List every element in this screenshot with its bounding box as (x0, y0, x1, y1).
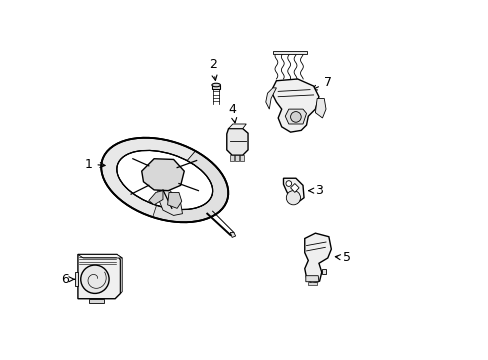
Circle shape (290, 112, 301, 122)
Ellipse shape (286, 191, 300, 205)
Polygon shape (78, 255, 120, 299)
Polygon shape (88, 299, 104, 303)
Polygon shape (290, 184, 299, 192)
Polygon shape (285, 109, 306, 124)
Text: 4: 4 (228, 103, 236, 123)
Polygon shape (152, 151, 228, 222)
Polygon shape (304, 233, 331, 284)
Text: 2: 2 (208, 58, 217, 80)
Polygon shape (148, 191, 163, 205)
Polygon shape (272, 51, 306, 54)
Polygon shape (167, 192, 182, 208)
Polygon shape (315, 99, 325, 118)
Circle shape (81, 265, 109, 293)
Polygon shape (117, 255, 122, 293)
Polygon shape (305, 276, 318, 282)
Polygon shape (235, 155, 238, 161)
Text: 6: 6 (61, 273, 75, 286)
Text: 3: 3 (308, 184, 322, 197)
Polygon shape (265, 88, 276, 109)
Polygon shape (230, 155, 233, 161)
Polygon shape (272, 79, 318, 132)
Polygon shape (321, 269, 325, 274)
Text: 1: 1 (84, 158, 105, 171)
Polygon shape (307, 282, 317, 285)
Polygon shape (283, 178, 304, 203)
Polygon shape (230, 233, 235, 238)
Polygon shape (142, 159, 184, 191)
Polygon shape (101, 138, 195, 221)
Polygon shape (228, 124, 246, 129)
Polygon shape (157, 191, 182, 215)
Polygon shape (226, 129, 247, 155)
Text: 7: 7 (311, 76, 331, 90)
Polygon shape (240, 155, 244, 161)
Text: 5: 5 (335, 252, 350, 265)
Polygon shape (75, 272, 78, 286)
Ellipse shape (211, 83, 220, 87)
Polygon shape (78, 255, 122, 258)
Circle shape (285, 181, 291, 186)
Polygon shape (211, 85, 220, 89)
